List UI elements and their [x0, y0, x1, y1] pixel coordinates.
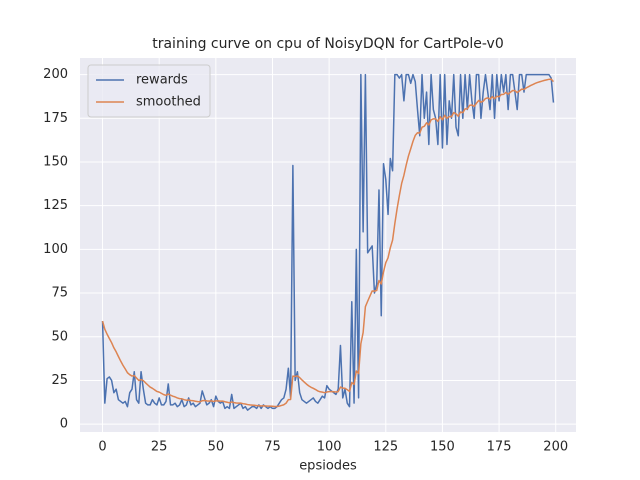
y-tick-label: 125: [43, 198, 68, 213]
legend-box: [87, 64, 211, 118]
y-tick-label: 200: [43, 67, 68, 82]
x-tick-label: 150: [430, 440, 455, 455]
y-tick-label: 50: [51, 329, 68, 344]
legend: rewards smoothed: [87, 64, 211, 118]
line-series: [101, 78, 555, 408]
x-tick-label: 0: [98, 440, 106, 455]
y-tick-label: 0: [60, 417, 68, 432]
x-tick-label: 125: [373, 440, 398, 455]
legend-label: rewards: [136, 73, 188, 88]
y-tick-label: 75: [51, 286, 68, 301]
y-tick-label: 25: [51, 373, 68, 388]
x-tick-label: 25: [151, 440, 168, 455]
legend-label: smoothed: [136, 95, 201, 110]
chart-title: training curve on cpu of NoisyDQN for Ca…: [152, 36, 504, 52]
y-tick-label: 175: [43, 111, 68, 126]
x-tick-label: 175: [487, 440, 512, 455]
x-tick-label: 50: [208, 440, 225, 455]
x-tick-label: 100: [317, 440, 342, 455]
line-series: [101, 73, 555, 411]
plot-area: [80, 58, 576, 432]
x-tick-label: 75: [264, 440, 281, 455]
x-axis-label: epsiodes: [299, 459, 357, 474]
y-tick-label: 100: [43, 242, 68, 257]
y-tick-label: 150: [43, 154, 68, 169]
x-tick-label: 200: [543, 440, 568, 455]
